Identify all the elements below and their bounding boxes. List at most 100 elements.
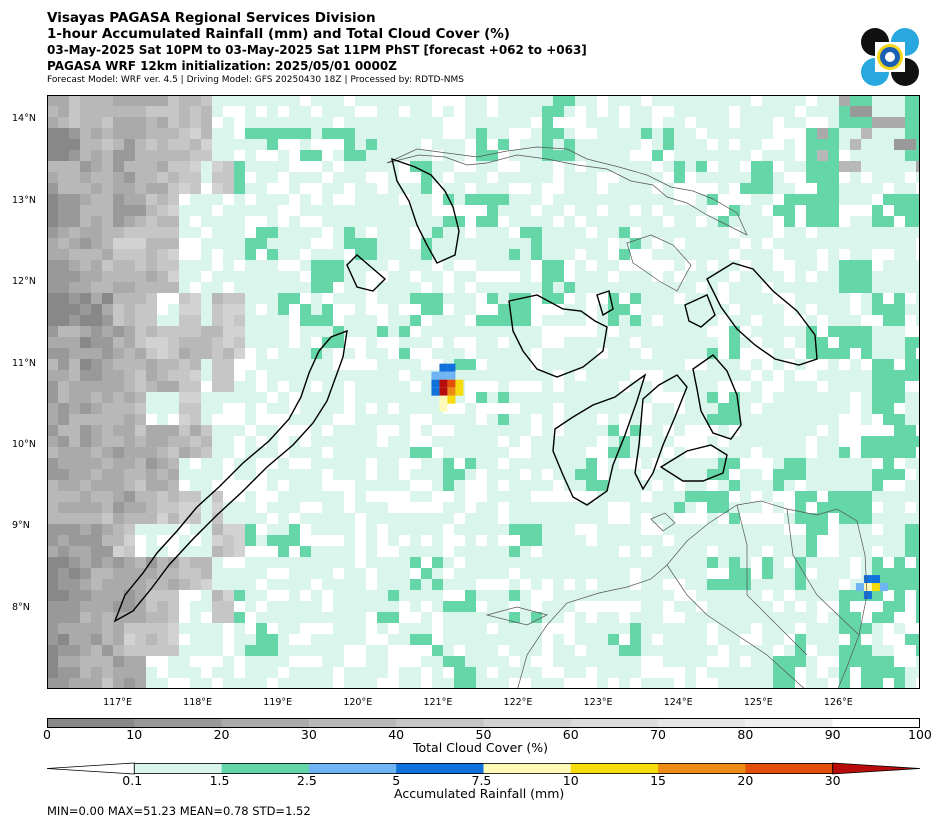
field-cell [916,535,920,546]
field-cell [828,568,839,579]
field-cell [377,403,388,414]
field-cell [696,106,707,117]
field-cell [762,370,773,381]
field-cell [289,579,300,590]
field-cell [564,315,575,326]
field-cell [201,216,212,227]
field-cell [223,667,234,678]
field-cell [872,150,883,161]
field-cell [179,128,190,139]
field-cell [905,304,916,315]
field-cell [718,491,729,502]
field-cell [839,623,850,634]
field-cell [465,513,476,524]
field-cell [575,172,586,183]
field-cell [124,656,135,667]
field-cell [883,282,894,293]
field-cell [806,656,817,667]
field-cell [91,249,102,260]
field-cell [718,623,729,634]
field-cell [124,205,135,216]
field-cell [168,348,179,359]
field-cell [476,260,487,271]
field-cell [322,95,333,106]
field-cell [256,656,267,667]
rain-tick-label: 15 [650,773,666,788]
field-cell [135,623,146,634]
field-cell [377,216,388,227]
field-cell [289,612,300,623]
field-cell [91,205,102,216]
field-cell [245,634,256,645]
field-cell [674,546,685,557]
field-cell [487,249,498,260]
field-cell [718,238,729,249]
field-cell [267,161,278,172]
field-cell [410,678,421,689]
field-cell [245,535,256,546]
field-cell [146,678,157,689]
field-cell [179,381,190,392]
field-cell [223,579,234,590]
field-cell [201,128,212,139]
field-cell [58,282,69,293]
field-cell [531,370,542,381]
field-cell [641,623,652,634]
field-cell [69,656,80,667]
field-cell [410,546,421,557]
field-cell [630,403,641,414]
field-cell [498,194,509,205]
rain-cell [439,403,448,412]
field-cell [201,359,212,370]
field-cell [916,370,920,381]
field-cell [828,271,839,282]
field-cell [520,623,531,634]
field-cell [564,524,575,535]
field-cell [234,95,245,106]
field-cell [696,172,707,183]
field-cell [278,392,289,403]
field-cell [69,128,80,139]
field-cell [696,634,707,645]
field-cell [212,513,223,524]
field-cell [586,183,597,194]
field-cell [630,161,641,172]
field-cell [399,381,410,392]
field-cell [630,139,641,150]
field-cell [883,447,894,458]
field-cell [630,447,641,458]
field-cell [916,612,920,623]
field-cell [619,271,630,282]
field-cell [80,337,91,348]
field-cell [377,612,388,623]
field-cell [542,612,553,623]
field-cell [179,150,190,161]
field-cell [553,447,564,458]
field-cell [58,656,69,667]
field-cell [685,480,696,491]
field-cell [630,634,641,645]
field-cell [190,326,201,337]
field-cell [828,161,839,172]
field-cell [718,601,729,612]
field-cell [267,381,278,392]
field-cell [729,612,740,623]
field-cell [212,227,223,238]
field-cell [113,568,124,579]
field-cell [498,183,509,194]
field-cell [828,392,839,403]
field-cell [47,304,58,315]
field-cell [267,326,278,337]
field-cell [861,568,872,579]
field-cell [388,150,399,161]
field-cell [289,469,300,480]
field-cell [586,425,597,436]
field-cell [410,106,421,117]
field-cell [212,546,223,557]
field-cell [399,447,410,458]
field-cell [795,535,806,546]
field-cell [740,436,751,447]
field-cell [663,282,674,293]
field-cell [80,557,91,568]
field-cell [146,139,157,150]
